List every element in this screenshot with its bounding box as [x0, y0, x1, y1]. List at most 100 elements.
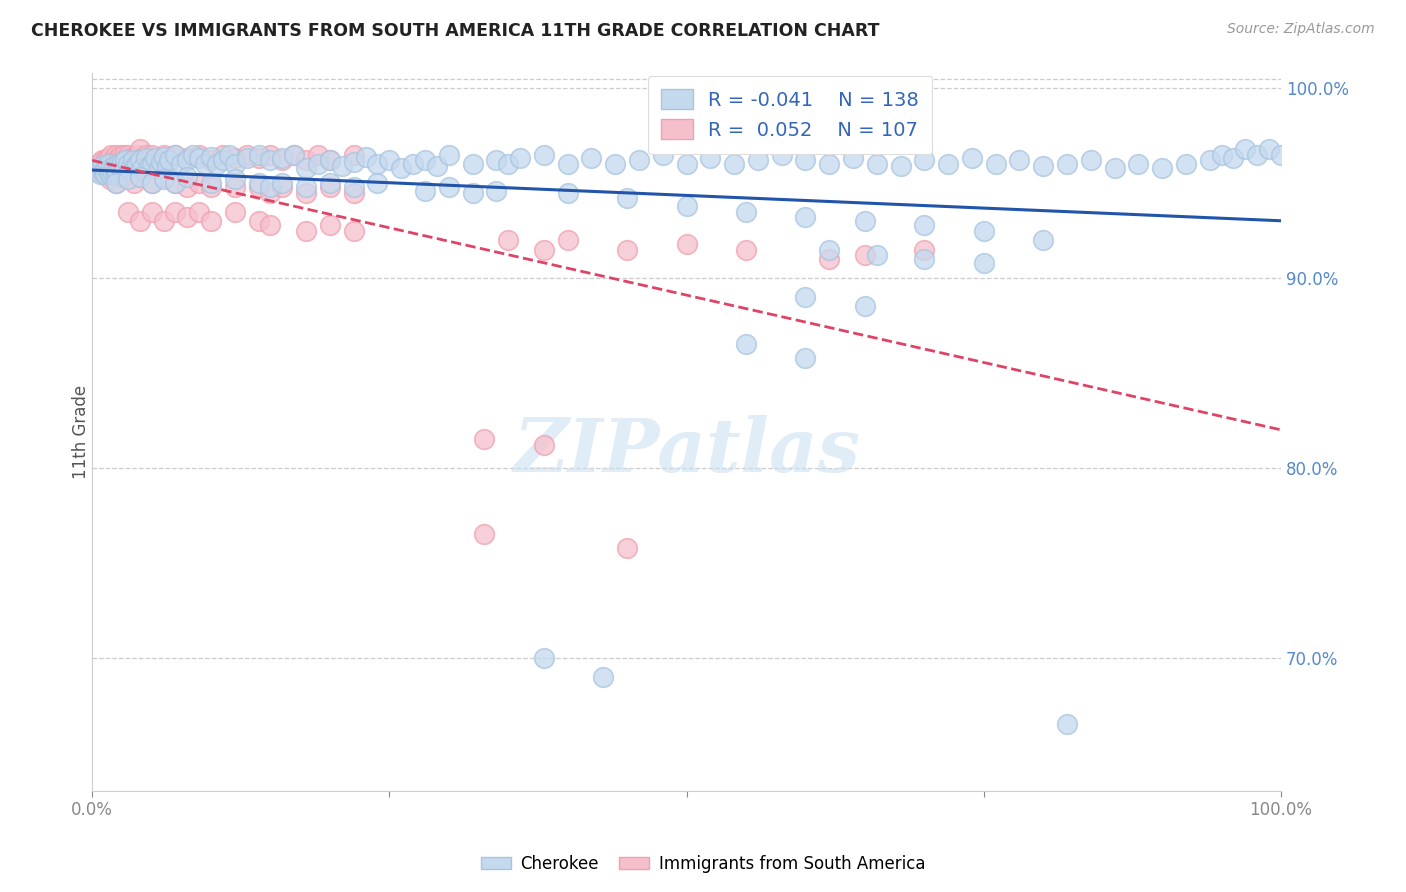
- Point: [461, 157, 484, 171]
- Point: [200, 180, 222, 194]
- Point: [111, 170, 134, 185]
- Point: [104, 167, 127, 181]
- Point: [97, 164, 120, 178]
- Point: [960, 152, 983, 166]
- Point: [107, 152, 129, 166]
- Point: [426, 159, 449, 173]
- Point: [128, 153, 150, 168]
- Point: [794, 351, 817, 365]
- Point: [128, 170, 150, 185]
- Point: [675, 236, 697, 251]
- Point: [474, 433, 496, 447]
- Point: [1246, 147, 1268, 161]
- Point: [84, 161, 107, 175]
- Point: [112, 147, 135, 161]
- Point: [319, 218, 342, 232]
- Point: [159, 153, 181, 168]
- Point: [1258, 142, 1281, 156]
- Point: [461, 186, 484, 200]
- Point: [188, 204, 211, 219]
- Point: [141, 176, 163, 190]
- Point: [1032, 233, 1054, 247]
- Point: [912, 243, 935, 257]
- Point: [747, 153, 769, 168]
- Point: [93, 162, 115, 177]
- Point: [271, 180, 294, 194]
- Point: [247, 152, 270, 166]
- Point: [103, 159, 125, 173]
- Point: [141, 176, 163, 190]
- Point: [112, 159, 135, 173]
- Point: [89, 161, 111, 175]
- Point: [176, 180, 198, 194]
- Point: [104, 176, 127, 190]
- Point: [138, 153, 160, 168]
- Point: [437, 180, 460, 194]
- Legend: Cherokee, Immigrants from South America: Cherokee, Immigrants from South America: [474, 848, 932, 880]
- Point: [973, 223, 995, 237]
- Point: [259, 186, 281, 200]
- Point: [866, 157, 889, 171]
- Point: [89, 164, 111, 178]
- Point: [108, 161, 131, 175]
- Point: [131, 161, 153, 175]
- Point: [110, 161, 132, 175]
- Point: [794, 290, 817, 304]
- Point: [105, 164, 128, 178]
- Point: [224, 172, 246, 186]
- Point: [1128, 157, 1150, 171]
- Point: [485, 184, 508, 198]
- Point: [90, 159, 112, 173]
- Point: [143, 152, 166, 166]
- Point: [794, 153, 817, 168]
- Point: [93, 159, 115, 173]
- Point: [818, 243, 841, 257]
- Point: [128, 142, 150, 156]
- Point: [973, 256, 995, 270]
- Point: [152, 170, 174, 185]
- Point: [675, 157, 697, 171]
- Point: [96, 161, 118, 175]
- Point: [354, 149, 377, 163]
- Point: [89, 167, 111, 181]
- Point: [148, 161, 170, 175]
- Point: [170, 157, 193, 171]
- Point: [128, 170, 150, 185]
- Point: [104, 176, 127, 190]
- Point: [509, 152, 531, 166]
- Point: [1056, 717, 1078, 731]
- Point: [112, 162, 135, 177]
- Point: [165, 176, 187, 190]
- Point: [366, 157, 388, 171]
- Point: [533, 147, 555, 161]
- Point: [127, 157, 149, 171]
- Point: [135, 147, 157, 161]
- Point: [474, 527, 496, 541]
- Point: [247, 147, 270, 161]
- Legend: R = -0.041    N = 138, R =  0.052    N = 107: R = -0.041 N = 138, R = 0.052 N = 107: [648, 76, 932, 153]
- Point: [96, 161, 118, 175]
- Point: [181, 147, 204, 161]
- Point: [165, 147, 187, 161]
- Point: [890, 159, 912, 173]
- Point: [616, 191, 638, 205]
- Text: ZIPatlas: ZIPatlas: [513, 415, 860, 487]
- Point: [557, 233, 579, 247]
- Point: [1222, 152, 1244, 166]
- Point: [121, 153, 143, 168]
- Point: [912, 252, 935, 266]
- Point: [295, 180, 318, 194]
- Point: [110, 147, 132, 161]
- Point: [200, 214, 222, 228]
- Point: [533, 243, 555, 257]
- Point: [152, 172, 174, 186]
- Point: [200, 176, 222, 190]
- Point: [111, 155, 134, 169]
- Point: [131, 152, 153, 166]
- Point: [101, 164, 124, 178]
- Point: [389, 161, 412, 175]
- Point: [97, 157, 120, 171]
- Point: [176, 152, 198, 166]
- Point: [627, 153, 650, 168]
- Point: [104, 162, 127, 177]
